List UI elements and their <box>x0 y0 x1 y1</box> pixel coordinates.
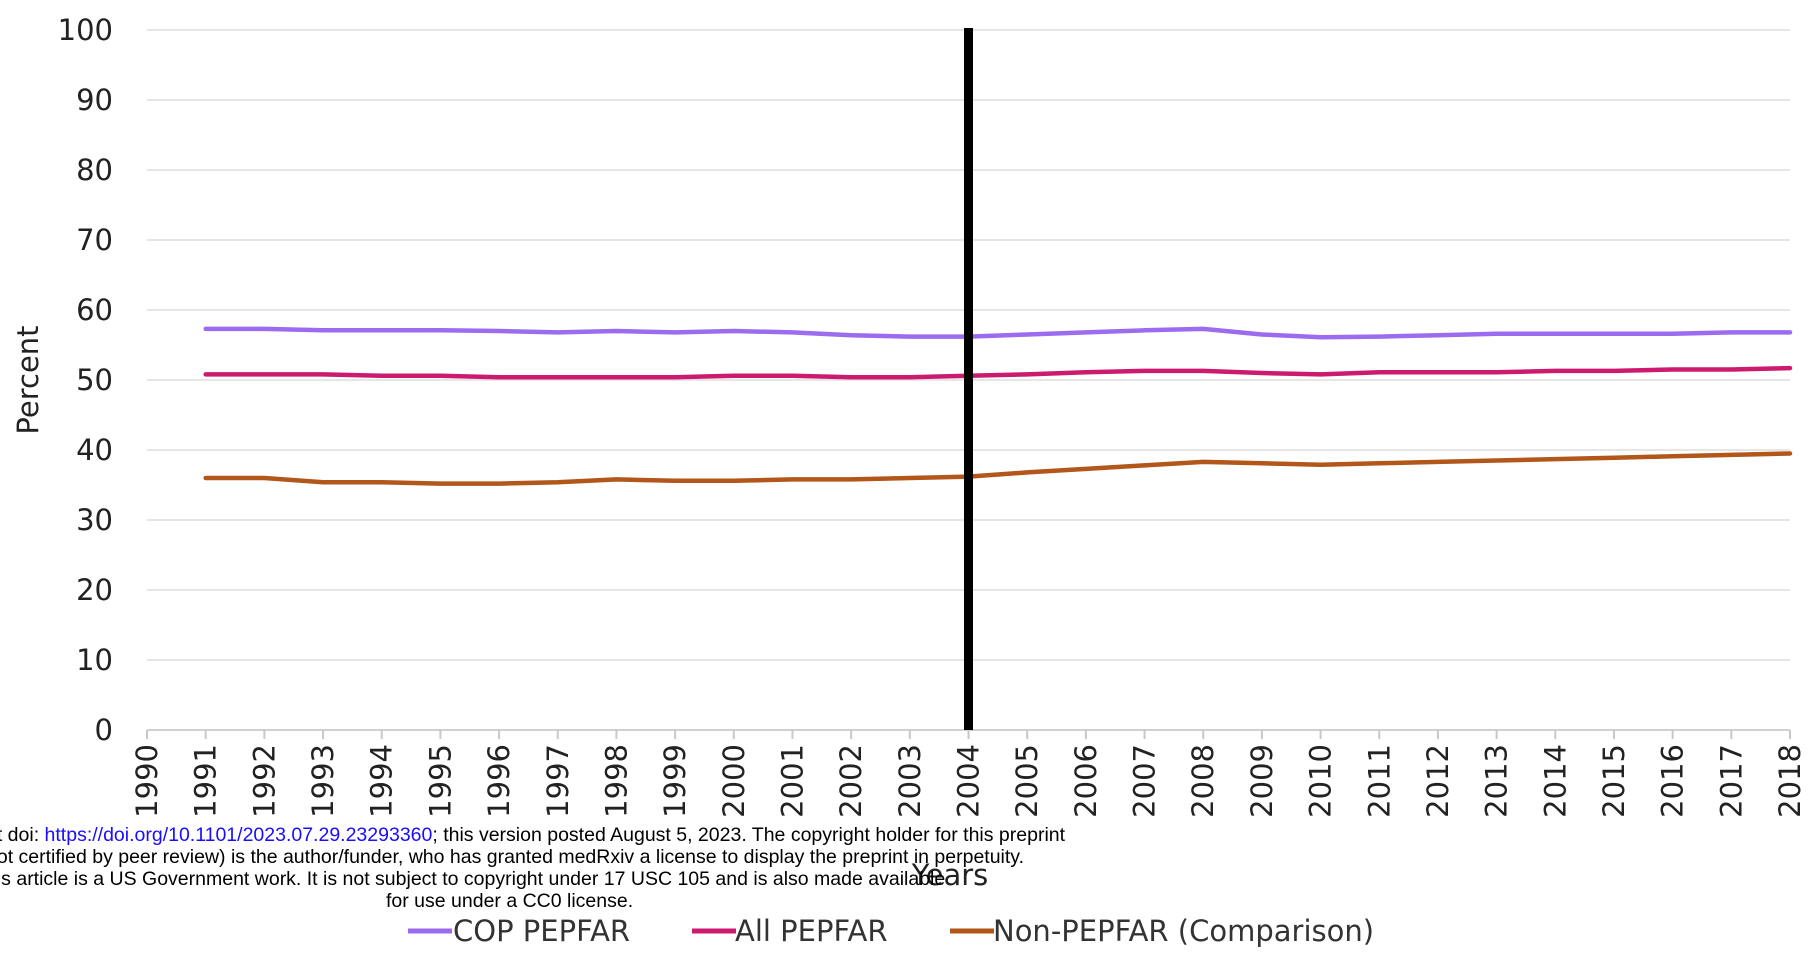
y-tick-label-80: 80 <box>76 153 113 187</box>
x-tick-label-2016: 2016 <box>1656 744 1690 818</box>
y-tick-label-40: 40 <box>76 433 113 467</box>
x-tick-label-2005: 2005 <box>1010 744 1044 818</box>
preprint-notice: nt doi: https://doi.org/10.1101/2023.07.… <box>0 824 1226 912</box>
x-tick-label-2001: 2001 <box>775 744 809 818</box>
x-tick-label-2004: 2004 <box>952 744 986 818</box>
x-tick-label-2006: 2006 <box>1069 744 1103 818</box>
legend-label-1: All PEPFAR <box>735 914 887 948</box>
x-tick-label-1996: 1996 <box>482 744 516 818</box>
x-tick-label-2014: 2014 <box>1538 744 1572 818</box>
x-axis-title: Years <box>911 858 989 892</box>
x-tick-label-1995: 1995 <box>423 744 457 818</box>
x-tick-label-2002: 2002 <box>834 744 868 818</box>
x-tick-label-1998: 1998 <box>599 744 633 818</box>
x-tick-label-1992: 1992 <box>247 744 281 818</box>
x-tick-label-1994: 1994 <box>365 744 399 818</box>
x-tick-label-2000: 2000 <box>717 744 751 818</box>
x-tick-label-2008: 2008 <box>1186 744 1220 818</box>
x-tick-label-1997: 1997 <box>541 744 575 818</box>
x-tick-label-1999: 1999 <box>658 744 692 818</box>
x-tick-label-1991: 1991 <box>189 744 223 818</box>
y-tick-label-70: 70 <box>76 223 113 257</box>
data-series <box>203 326 1793 486</box>
notice-line-2: not certified by peer review) is the aut… <box>0 846 1025 868</box>
y-axis-tick-labels: 0 10 20 30 40 50 60 70 80 90 100 <box>58 13 113 747</box>
legend-label-2: Non-PEPFAR (Comparison) <box>993 914 1374 948</box>
x-tick-label-2013: 2013 <box>1480 744 1514 818</box>
y-axis-title: Percent <box>11 325 45 434</box>
x-tick-label-1993: 1993 <box>306 744 340 818</box>
x-axis: 1990 1991 1992 1993 1994 1995 1996 1997 1998 1999… <box>130 729 1807 818</box>
y-tick-label-100: 100 <box>58 13 113 47</box>
x-tick-label-2012: 2012 <box>1421 744 1455 818</box>
y-tick-label-30: 30 <box>76 503 113 537</box>
x-tick-label-2010: 2010 <box>1304 744 1338 818</box>
legend-label-0: COP PEPFAR <box>453 914 630 948</box>
notice-line-3: his article is a US Government work. It … <box>0 868 946 890</box>
y-tick-label-50: 50 <box>76 363 113 397</box>
y-tick-label-60: 60 <box>76 293 113 327</box>
notice-line-1: nt doi: https://doi.org/10.1101/2023.07.… <box>0 824 1226 846</box>
notice-line-1-prefix: nt doi: <box>0 824 40 846</box>
series-line-0 <box>203 326 1793 340</box>
x-tick-label-2017: 2017 <box>1714 744 1748 818</box>
x-tick-label-2009: 2009 <box>1245 744 1279 818</box>
x-tick-label-2003: 2003 <box>893 744 927 818</box>
notice-line-4: for use under a CC0 license. <box>386 890 634 912</box>
y-tick-label-0: 0 <box>95 713 113 747</box>
series-line-1 <box>203 365 1793 380</box>
y-tick-label-90: 90 <box>76 83 113 117</box>
x-tick-label-2007: 2007 <box>1128 744 1162 818</box>
y-tick-label-10: 10 <box>76 643 113 677</box>
x-tick-label-2018: 2018 <box>1773 744 1807 818</box>
y-tick-label-20: 20 <box>76 573 113 607</box>
x-tick-label-2015: 2015 <box>1597 744 1631 818</box>
x-tick-label-1990: 1990 <box>130 744 164 818</box>
series-line-2 <box>203 451 1793 486</box>
doi-link[interactable]: https://doi.org/10.1101/2023.07.29.23293… <box>44 824 433 846</box>
x-tick-label-2011: 2011 <box>1362 744 1396 818</box>
legend: COP PEPFAR All PEPFAR Non-PEPFAR (Comparis… <box>408 914 1374 948</box>
notice-line-1-suffix: ; this version posted August 5, 2023. Th… <box>432 824 1066 846</box>
